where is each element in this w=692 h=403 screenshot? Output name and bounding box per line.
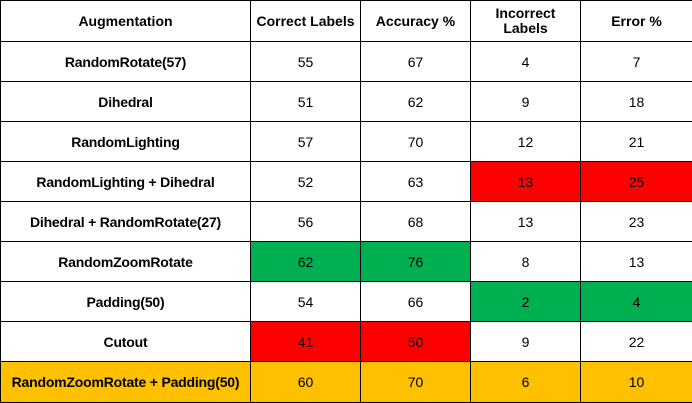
- incorrect-labels-cell-highlight-red: 13: [471, 162, 581, 202]
- correct-labels-cell: 54: [251, 282, 361, 322]
- header-accuracy: Accuracy %: [361, 1, 471, 42]
- augmentation-cell: RandomLighting + Dihedral: [1, 162, 251, 202]
- augmentation-cell: RandomZoomRotate + Padding(50): [1, 362, 251, 403]
- incorrect-labels-cell: 9: [471, 322, 581, 362]
- table-row-highlighted: RandomZoomRotate + Padding(50) 60 70 6 1…: [1, 362, 692, 403]
- augmentation-cell: Padding(50): [1, 282, 251, 322]
- correct-labels-cell: 60: [251, 362, 361, 403]
- correct-labels-cell: 55: [251, 42, 361, 82]
- table-row: RandomLighting + Dihedral 52 63 13 25: [1, 162, 692, 202]
- incorrect-labels-cell: 8: [471, 242, 581, 282]
- accuracy-cell: 63: [361, 162, 471, 202]
- incorrect-labels-cell: 13: [471, 202, 581, 242]
- table-row: Dihedral 51 62 9 18: [1, 82, 692, 122]
- table-row: Dihedral + RandomRotate(27) 56 68 13 23: [1, 202, 692, 242]
- header-correct-labels: Correct Labels: [251, 1, 361, 42]
- accuracy-cell: 70: [361, 122, 471, 162]
- table-row: Padding(50) 54 66 2 4: [1, 282, 692, 322]
- table-row: RandomZoomRotate 62 76 8 13: [1, 242, 692, 282]
- accuracy-cell: 62: [361, 82, 471, 122]
- accuracy-cell: 66: [361, 282, 471, 322]
- augmentation-cell: Dihedral + RandomRotate(27): [1, 202, 251, 242]
- incorrect-labels-cell: 4: [471, 42, 581, 82]
- augmentation-cell: RandomRotate(57): [1, 42, 251, 82]
- header-error: Error %: [581, 1, 692, 42]
- accuracy-cell: 68: [361, 202, 471, 242]
- augmentation-cell: RandomZoomRotate: [1, 242, 251, 282]
- augmentation-cell: Dihedral: [1, 82, 251, 122]
- accuracy-cell: 70: [361, 362, 471, 403]
- correct-labels-cell: 57: [251, 122, 361, 162]
- error-cell: 21: [581, 122, 692, 162]
- accuracy-cell: 67: [361, 42, 471, 82]
- incorrect-labels-cell: 6: [471, 362, 581, 403]
- error-cell: 22: [581, 322, 692, 362]
- error-cell: 7: [581, 42, 692, 82]
- table-row: RandomLighting 57 70 12 21: [1, 122, 692, 162]
- table-row: RandomRotate(57) 55 67 4 7: [1, 42, 692, 82]
- header-incorrect-labels: Incorrect Labels: [471, 1, 581, 42]
- table-row: Cutout 41 50 9 22: [1, 322, 692, 362]
- error-cell: 13: [581, 242, 692, 282]
- correct-labels-cell: 52: [251, 162, 361, 202]
- accuracy-cell-highlight-red: 50: [361, 322, 471, 362]
- header-augmentation: Augmentation: [1, 1, 251, 42]
- correct-labels-cell-highlight-red: 41: [251, 322, 361, 362]
- error-cell-highlight-green: 4: [581, 282, 692, 322]
- correct-labels-cell: 56: [251, 202, 361, 242]
- header-row: Augmentation Correct Labels Accuracy % I…: [1, 1, 692, 42]
- augmentation-cell: Cutout: [1, 322, 251, 362]
- incorrect-labels-cell: 12: [471, 122, 581, 162]
- correct-labels-cell: 51: [251, 82, 361, 122]
- incorrect-labels-cell-highlight-green: 2: [471, 282, 581, 322]
- error-cell: 10: [581, 362, 692, 403]
- error-cell: 23: [581, 202, 692, 242]
- correct-labels-cell-highlight-green: 62: [251, 242, 361, 282]
- augmentation-cell: RandomLighting: [1, 122, 251, 162]
- error-cell-highlight-red: 25: [581, 162, 692, 202]
- incorrect-labels-cell: 9: [471, 82, 581, 122]
- error-cell: 18: [581, 82, 692, 122]
- accuracy-cell-highlight-green: 76: [361, 242, 471, 282]
